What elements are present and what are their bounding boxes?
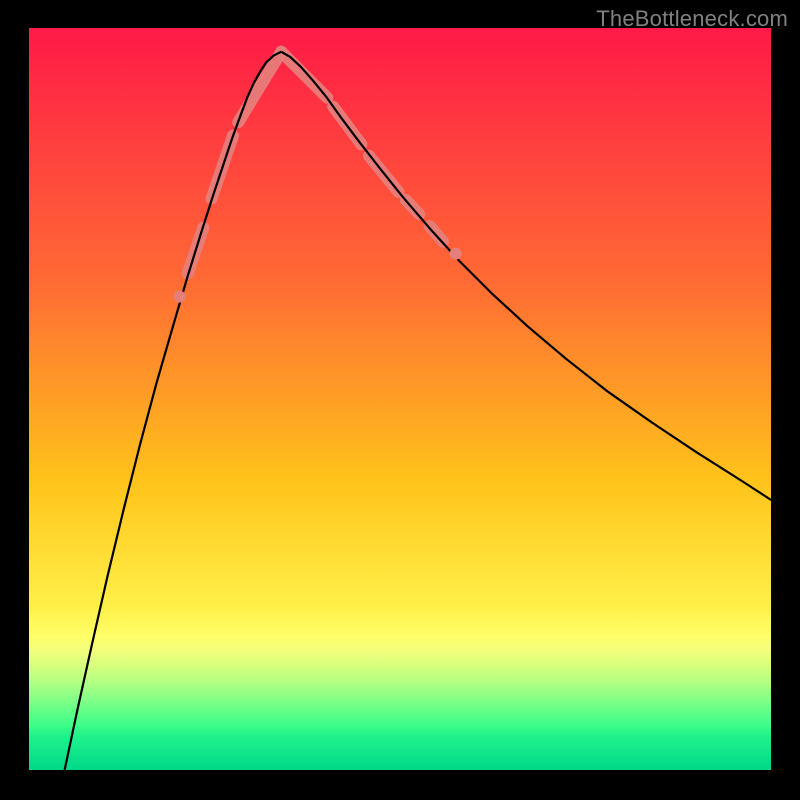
chart-canvas: [29, 28, 771, 770]
curve-left: [65, 52, 282, 770]
marker-dots: [174, 248, 462, 303]
marker-segment: [238, 52, 281, 122]
curve-left-path: [65, 52, 282, 770]
marker-dot: [174, 291, 186, 303]
marker-dot: [450, 248, 462, 260]
curve-right: [281, 52, 771, 500]
watermark-text: TheBottleneck.com: [596, 6, 788, 32]
curve-right-path: [281, 52, 771, 500]
